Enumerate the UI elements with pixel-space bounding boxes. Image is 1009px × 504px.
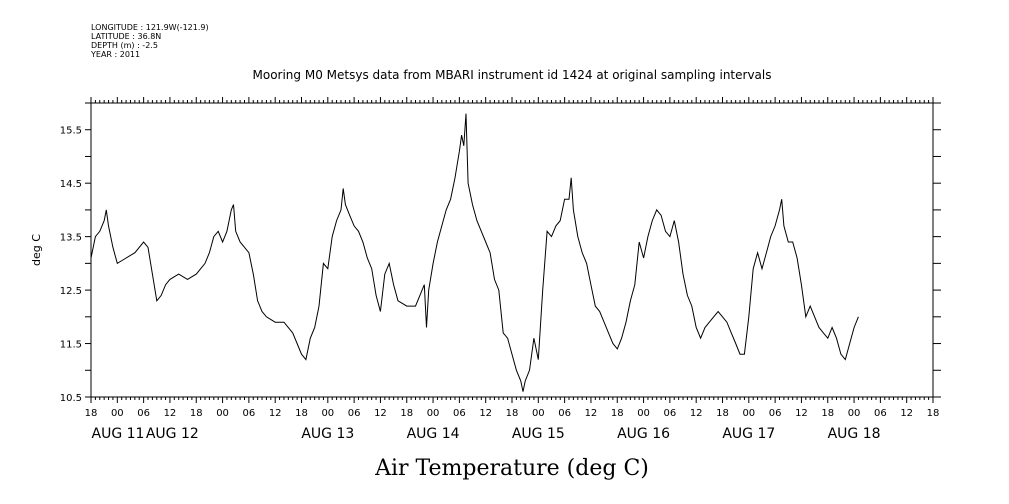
depth-text: DEPTH (m) : -2.5: [91, 41, 158, 50]
x-tick-label: 12: [269, 408, 282, 419]
x-tick-label: 00: [427, 408, 440, 419]
x-axis-label: Air Temperature (deg C): [374, 456, 649, 481]
y-tick-label: 11.5: [60, 340, 82, 351]
x-tick-label: 12: [479, 408, 492, 419]
x-tick-label: 06: [348, 408, 361, 419]
y-tick-labels: 10.5 11.5 12.5 13.5 14.5 15.5: [60, 126, 82, 404]
x-tick-label: 18: [85, 408, 98, 419]
x-tick-labels: 18 00 06 12 18 00 06 12 18 00 06 12 18 00 06 12 18 00 06 12…: [85, 408, 940, 419]
x-tick-label: 06: [874, 408, 887, 419]
axis-ticks: [85, 97, 941, 403]
x-tick-label: 12: [690, 408, 703, 419]
y-tick-label: 10.5: [60, 393, 82, 404]
x-tick-label: 18: [927, 408, 940, 419]
y-tick-label: 13.5: [60, 233, 82, 244]
date-label: AUG 17: [722, 426, 775, 442]
y-tick-label: 14.5: [60, 179, 82, 190]
x-tick-label: 06: [453, 408, 466, 419]
x-tick-label: 00: [637, 408, 650, 419]
metadata-block: LONGITUDE : 121.9W(-121.9) LATITUDE : 36…: [90, 23, 209, 59]
x-tick-label: 12: [900, 408, 913, 419]
air-temperature-line: [90, 113, 859, 392]
x-tick-label: 00: [532, 408, 545, 419]
x-tick-label: 18: [400, 408, 413, 419]
x-tick-label: 06: [558, 408, 571, 419]
chart-title: Mooring M0 Metsys data from MBARI instru…: [253, 68, 772, 82]
x-tick-label: 00: [216, 408, 229, 419]
x-tick-label: 12: [585, 408, 598, 419]
x-tick-label: 18: [821, 408, 834, 419]
x-tick-label: 00: [111, 408, 124, 419]
y-tick-label: 12.5: [60, 286, 82, 297]
x-tick-label: 18: [506, 408, 519, 419]
date-label: AUG 18: [828, 426, 881, 442]
date-label: AUG 16: [617, 426, 670, 442]
date-label: AUG 11: [92, 426, 145, 442]
x-tick-label: 18: [190, 408, 203, 419]
x-tick-label: 12: [795, 408, 808, 419]
date-label: AUG 12: [146, 426, 199, 442]
x-tick-label: 12: [164, 408, 177, 419]
y-tick-label: 15.5: [60, 126, 82, 137]
x-tick-label: 18: [716, 408, 729, 419]
x-tick-label: 00: [848, 408, 861, 419]
x-tick-label: 06: [769, 408, 782, 419]
date-label: AUG 15: [512, 426, 565, 442]
x-tick-label: 00: [742, 408, 755, 419]
date-label: AUG 14: [407, 426, 460, 442]
x-tick-label: 12: [374, 408, 387, 419]
x-tick-label: 00: [321, 408, 334, 419]
y-axis-label: deg C: [30, 234, 43, 266]
latitude-text: LATITUDE : 36.8N: [91, 32, 161, 41]
date-label: AUG 13: [301, 426, 354, 442]
date-labels: AUG 11 AUG 12 AUG 13 AUG 14 AUG 15 AUG 16 AUG …: [92, 426, 881, 442]
x-tick-label: 06: [243, 408, 256, 419]
x-tick-label: 18: [295, 408, 308, 419]
year-text: YEAR : 2011: [90, 50, 140, 59]
x-tick-label: 06: [137, 408, 150, 419]
x-tick-label: 06: [664, 408, 677, 419]
x-tick-label: 18: [611, 408, 624, 419]
longitude-text: LONGITUDE : 121.9W(-121.9): [91, 23, 209, 32]
